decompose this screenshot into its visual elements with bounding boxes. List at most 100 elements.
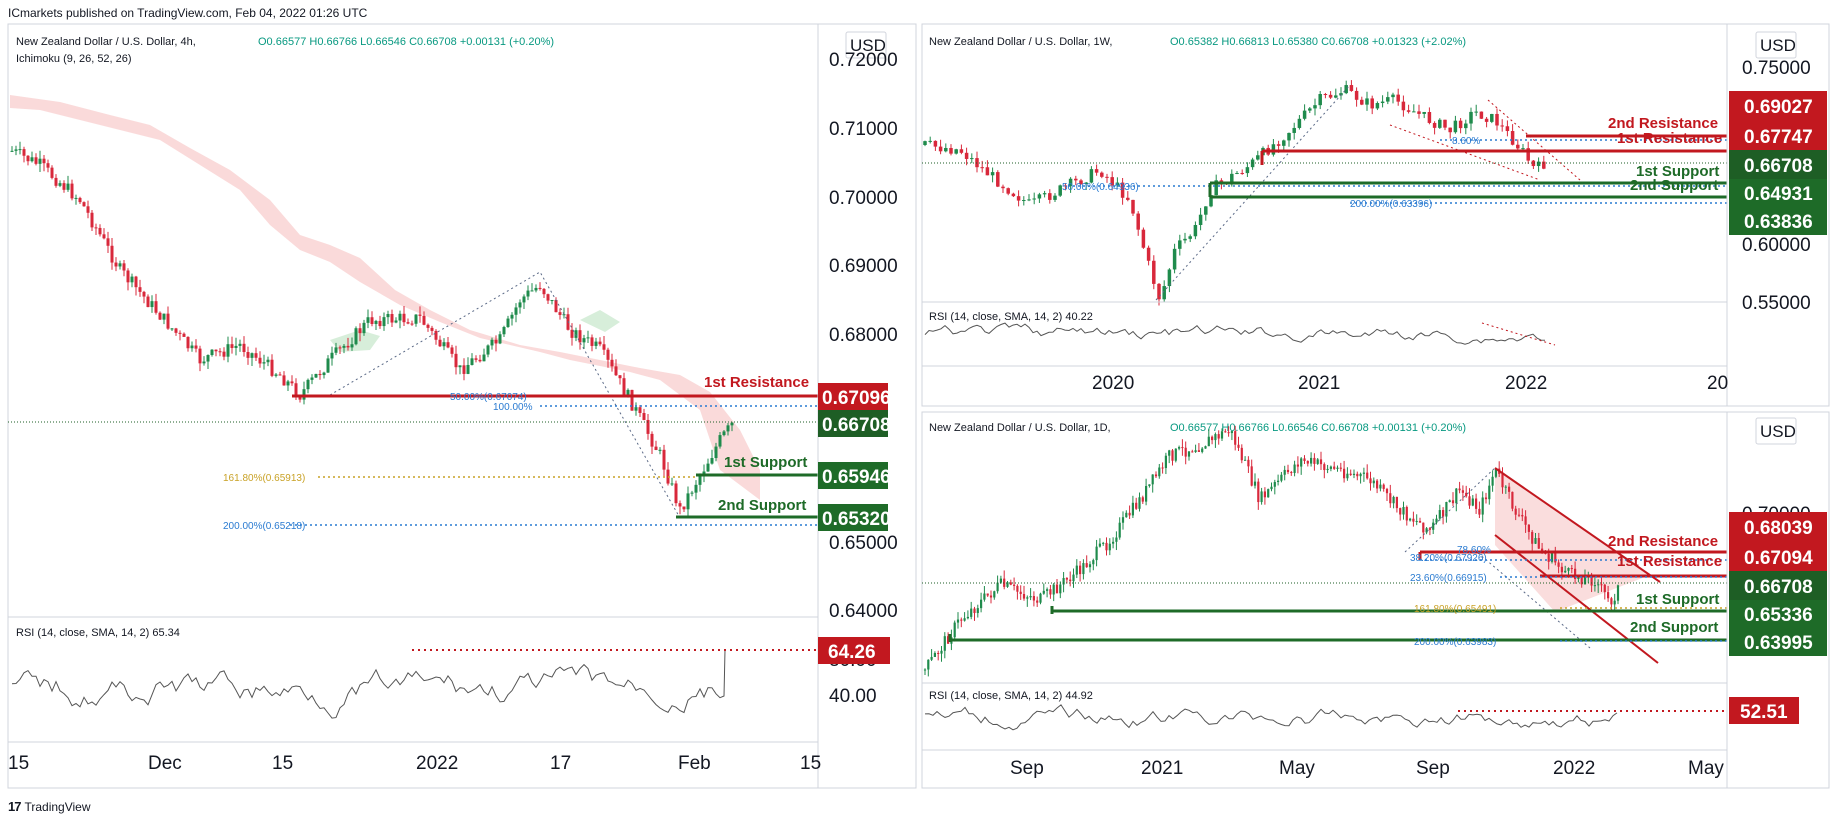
current-price-value: 0.66708: [1744, 577, 1813, 598]
candle-body: [694, 484, 698, 493]
candle-body: [1302, 110, 1307, 119]
support-2-value: 0.63836: [1744, 212, 1813, 233]
candle-body: [1016, 585, 1019, 592]
panel-4h-x-ticks: 15 Dec 15 2022 17 Feb 15: [8, 753, 821, 774]
candle-body: [1162, 286, 1166, 300]
candle-body: [1323, 94, 1328, 96]
candle-body: [1019, 591, 1022, 595]
candle-body: [1500, 125, 1504, 127]
candle-body: [642, 413, 646, 420]
candle-body: [350, 344, 354, 348]
rsi-line-1w: [924, 322, 1546, 345]
panel-4h-y-ticks: 0.72000 0.71000 0.70000 0.69000 0.68000 …: [829, 50, 898, 622]
candle-body: [1564, 570, 1567, 573]
candle-body: [550, 299, 554, 301]
candle-body: [923, 141, 927, 145]
panel-1w-currency: USD: [1760, 36, 1796, 55]
candle-body: [82, 202, 86, 207]
candle-body: [470, 358, 474, 365]
candle-body: [258, 357, 262, 364]
candle-body: [1063, 185, 1068, 187]
candle-body: [598, 341, 602, 345]
candle-body: [402, 313, 406, 323]
candle-body: [1370, 98, 1374, 109]
candle-body: [1042, 193, 1047, 195]
candle-body: [486, 345, 490, 355]
current-price-badge: [818, 410, 888, 437]
candle-body: [1392, 496, 1395, 504]
candle-body: [618, 375, 622, 379]
candle-body: [1204, 446, 1207, 449]
rsi-line-4h: [11, 649, 726, 719]
candle-body: [1365, 98, 1369, 105]
support-2-label: 2nd Support: [1630, 619, 1718, 636]
support-1-value: 0.64931: [1744, 184, 1813, 205]
candle-body: [26, 155, 30, 162]
candle-body: [1194, 450, 1197, 452]
candle-body: [1418, 520, 1422, 523]
candle-body: [1417, 111, 1421, 114]
candle-body: [1009, 582, 1012, 585]
candle-body: [1541, 548, 1544, 552]
candle-body: [966, 616, 969, 619]
candle-body: [1516, 144, 1520, 149]
candle-body: [1303, 458, 1306, 461]
candle-body: [206, 355, 210, 362]
candle-body: [90, 212, 94, 228]
candle-body: [230, 344, 234, 348]
candle-body: [1053, 195, 1057, 200]
candle-body: [534, 287, 538, 291]
candle-body: [1481, 497, 1484, 515]
candle-body: [66, 183, 70, 190]
candle-body: [1610, 598, 1613, 605]
panel-1d-ohlc: O0.66577 H0.66766 L0.66546 C0.66708 +0.0…: [1170, 422, 1466, 434]
candle-body: [1435, 518, 1438, 523]
candle-body: [306, 379, 310, 390]
candle-body: [1171, 450, 1174, 461]
candle-body: [933, 652, 936, 657]
candle-body: [1442, 510, 1445, 517]
candle-body: [1495, 113, 1499, 126]
candle-body: [1382, 484, 1385, 489]
candle-body: [1329, 466, 1332, 469]
candle-body: [1465, 492, 1468, 497]
candle-body: [706, 463, 710, 472]
candle-body: [1432, 122, 1437, 128]
candle-body: [1167, 269, 1172, 287]
x-tick: Feb: [678, 753, 711, 774]
candle-body: [1055, 584, 1059, 594]
support-1-value: 0.65946: [822, 467, 891, 488]
candle-body: [382, 317, 386, 327]
support-1-label: 1st Support: [724, 454, 807, 471]
candle-body: [1521, 514, 1524, 517]
candle-body: [58, 183, 62, 186]
candle-body: [1126, 197, 1130, 200]
candle-body: [1088, 564, 1092, 568]
current-price-value: 0.66708: [1744, 156, 1813, 177]
resistance-1-label: 1st Resistance: [704, 374, 809, 391]
candle-body: [390, 314, 394, 323]
candle-body: [1297, 118, 1302, 128]
candle-body: [1360, 99, 1364, 105]
candle-body: [146, 296, 150, 308]
candle-body: [290, 381, 294, 384]
candle-body: [963, 618, 966, 621]
candle-body: [1110, 177, 1114, 186]
candle-body: [590, 337, 594, 346]
candle-body: [1075, 565, 1078, 575]
panel-4h: New Zealand Dollar / U.S. Dollar, 4h, O0…: [8, 24, 898, 788]
candle-body: [338, 347, 342, 349]
x-tick: 2022: [1553, 758, 1595, 779]
candle-body: [1164, 455, 1167, 469]
candle-body: [1593, 585, 1596, 587]
candle-body: [1464, 123, 1468, 129]
candle-body: [1172, 248, 1177, 270]
candle-body: [1230, 173, 1234, 183]
candle-body: [158, 312, 162, 320]
candle-body: [980, 599, 983, 609]
candle-body: [1537, 538, 1540, 549]
candle-body: [686, 493, 690, 510]
candle-body: [1052, 584, 1055, 595]
candle-body: [1603, 584, 1606, 593]
candle-body: [478, 359, 482, 362]
